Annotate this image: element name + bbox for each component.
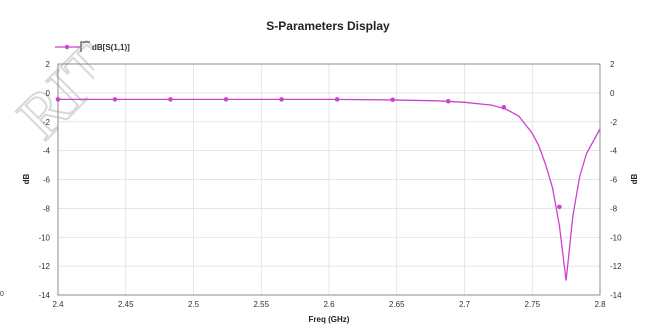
x-tick-label: 2.45 <box>118 300 134 309</box>
y-tick-label-right: -8 <box>610 204 618 213</box>
y-tick-label-right: 2 <box>610 60 615 69</box>
series-marker <box>112 97 118 102</box>
y-tick-label-left: 0 <box>46 89 51 98</box>
y-tick-label-right: -6 <box>610 176 618 185</box>
series-marker <box>390 97 395 103</box>
series-marker <box>223 97 229 102</box>
series-marker <box>501 105 507 110</box>
y-tick-label-right: -2 <box>610 118 618 127</box>
y-tick-label-left: -6 <box>43 176 51 185</box>
x-tick-label: 2.55 <box>253 300 269 309</box>
series-marker <box>279 97 284 102</box>
x-tick-label: 2.8 <box>594 300 606 309</box>
x-tick-label: 2.7 <box>459 300 471 309</box>
grid <box>57 63 601 296</box>
y-tick-label-left: -10 <box>38 233 50 242</box>
x-tick-label: 2.75 <box>524 300 540 309</box>
series-marker <box>55 97 61 102</box>
x-tick-label: 2.6 <box>323 300 335 309</box>
x-tick-label: 2.5 <box>188 300 200 309</box>
legend-toggle-icon <box>80 41 90 52</box>
series-marker <box>168 97 173 102</box>
y-tick-label-left: -8 <box>43 204 51 213</box>
y-tick-label-right: 0 <box>610 89 615 98</box>
corner-label: 0 <box>0 291 4 298</box>
y-tick-label-right: -4 <box>610 147 618 156</box>
legend: dB[S(1,1)] <box>55 41 130 52</box>
series-marker <box>557 204 562 210</box>
legend-label: dB[S(1,1)] <box>92 43 130 52</box>
y-axis-left-ticks: 2 0 -2 -4 -6 -8 -10 -12 -14 <box>38 60 50 300</box>
y-tick-label-right: -14 <box>610 291 622 300</box>
y-axis-label-left: dB <box>22 173 31 184</box>
legend-marker <box>64 44 70 50</box>
x-tick-label: 2.65 <box>389 300 405 309</box>
x-axis-ticks: 2.4 2.45 2.5 2.55 2.6 2.65 2.7 2.75 2.8 <box>52 300 606 309</box>
y-tick-label-left: -2 <box>43 118 51 127</box>
y-tick-label-right: -10 <box>610 233 622 242</box>
series-markers <box>55 97 562 210</box>
series-line-s11 <box>58 98 601 281</box>
y-tick-label-left: -14 <box>38 291 50 300</box>
y-axis-label-right: dB <box>630 173 639 184</box>
series-marker <box>445 98 451 104</box>
y-tick-label-right: -12 <box>610 262 622 271</box>
y-axis-right-ticks: 2 0 -2 -4 -6 -8 -10 -12 -14 <box>610 60 622 300</box>
y-tick-label-left: 2 <box>46 60 51 69</box>
y-tick-label-left: -4 <box>43 147 51 156</box>
series-marker <box>334 97 340 102</box>
x-tick-label: 2.4 <box>52 300 64 309</box>
x-axis-label: Freq (GHz) <box>309 315 350 324</box>
y-tick-label-left: -12 <box>38 262 50 271</box>
chart-title: S-Parameters Display <box>266 19 390 33</box>
plot-frame <box>57 63 601 296</box>
